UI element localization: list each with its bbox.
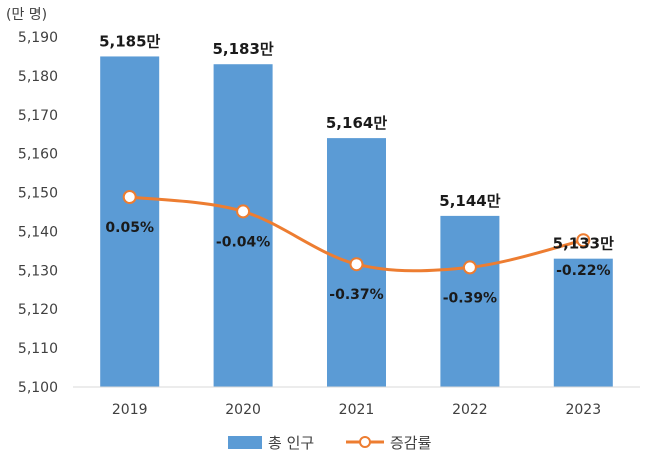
y-tick-label: 5,140: [18, 224, 58, 240]
rate-value-label: -0.39%: [443, 290, 497, 306]
rate-marker: [349, 257, 364, 272]
bar-value-label: 5,144만: [439, 192, 500, 210]
x-tick-label: 2022: [452, 402, 488, 418]
x-tick-label: 2020: [225, 402, 261, 418]
y-tick-label: 5,180: [18, 69, 58, 85]
legend-bar-label: 총 인구: [268, 434, 314, 452]
rate-marker: [236, 204, 251, 219]
x-tick-label: 2021: [339, 402, 375, 418]
y-tick-label: 5,120: [18, 302, 58, 318]
y-tick-label: 5,150: [18, 186, 58, 202]
y-tick-label: 5,170: [18, 108, 58, 124]
bar-value-label: 5,164만: [326, 114, 387, 132]
bar-series: [100, 56, 613, 387]
x-tick-label: 2019: [112, 402, 148, 418]
bar: [100, 56, 160, 387]
y-axis: 5,100 5,110 5,120 5,130 5,140 5,150 5,160 5,170…: [18, 30, 58, 396]
rate-value-label: 0.05%: [105, 220, 154, 236]
bar-value-label: 5,133만: [553, 235, 614, 253]
y-tick-label: 5,160: [18, 147, 58, 163]
legend-line-label: 증감률: [390, 434, 432, 452]
rate-marker: [576, 233, 591, 248]
rate-marker: [122, 190, 137, 204]
bar: [553, 258, 613, 387]
y-tick-label: 5,130: [18, 263, 58, 279]
bar: [213, 64, 273, 387]
y-axis-unit-label: (만 명): [6, 7, 47, 23]
y-tick-label: 5,190: [18, 30, 58, 46]
bar: [440, 215, 500, 387]
legend-bar-swatch: [228, 436, 262, 449]
rate-value-label: -0.22%: [556, 263, 610, 279]
bar-data-labels: 5,185만 5,183만 5,164만 5,144만 5,133만: [99, 32, 614, 252]
rate-marker: [462, 260, 477, 275]
rate-value-label: -0.04%: [216, 234, 270, 250]
legend-line-marker: [359, 436, 371, 448]
bar-value-label: 5,183만: [212, 40, 273, 58]
line-series: 0.05% -0.04% -0.37% -0.39% -0.22%: [105, 190, 610, 306]
y-tick-label: 5,110: [18, 341, 58, 357]
y-tick-label: 5,100: [18, 380, 58, 396]
bar-value-label: 5,185만: [99, 32, 160, 50]
rate-value-label: -0.37%: [329, 287, 383, 303]
legend: 총 인구 증감률: [228, 434, 432, 452]
x-tick-label: 2023: [565, 402, 601, 418]
x-axis: 2019 2020 2021 2022 2023: [112, 402, 601, 418]
